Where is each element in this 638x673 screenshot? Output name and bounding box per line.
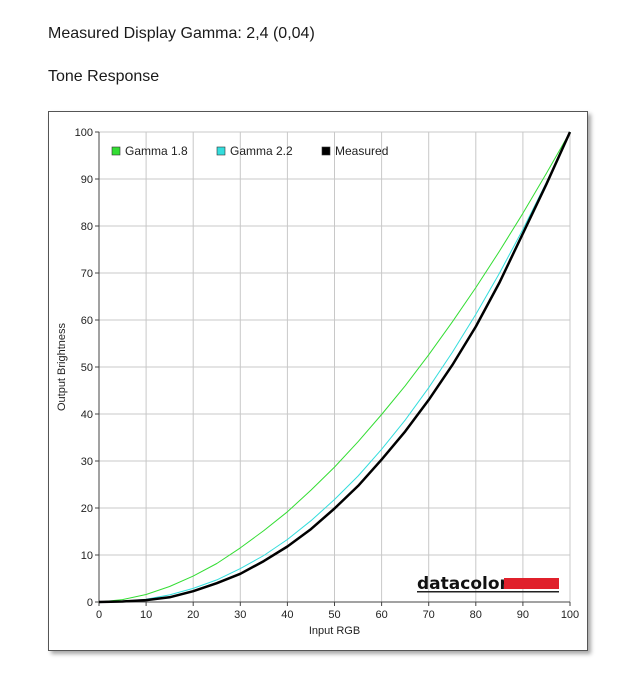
y-tick-label: 50	[81, 362, 93, 374]
tone-response-title: Tone Response	[48, 68, 160, 85]
x-tick-label: 60	[375, 609, 387, 621]
x-tick-label: 20	[187, 609, 199, 621]
datacolor-logo-underline	[417, 591, 559, 593]
datacolor-logo-bar	[504, 578, 559, 589]
legend-swatch	[216, 146, 226, 156]
x-tick-label: 80	[470, 609, 482, 621]
x-tick-label: 100	[561, 609, 579, 621]
measured-gamma-heading: Measured Display Gamma: 2,4 (0,04)	[48, 25, 315, 42]
legend-swatch	[111, 146, 121, 156]
y-axis-label: Output Brightness	[56, 322, 68, 411]
legend-label: Gamma 1.8	[125, 144, 188, 158]
x-tick-label: 30	[234, 609, 246, 621]
y-tick-label: 40	[81, 409, 93, 421]
y-tick-label: 80	[81, 221, 93, 233]
y-tick-label: 100	[75, 127, 93, 139]
x-tick-label: 10	[140, 609, 152, 621]
legend-label: Gamma 2.2	[230, 144, 293, 158]
tone-response-chart: 0 10 20 30 40 50 60 70 80 90 100 0 10 20 30 40 50 60 70 80 9…	[56, 127, 579, 637]
y-tick-label: 30	[81, 456, 93, 468]
legend-swatch	[321, 146, 331, 156]
y-tick-label: 70	[81, 268, 93, 280]
x-tick-label: 40	[281, 609, 293, 621]
series-line-measured	[98, 131, 572, 604]
y-tick-label: 60	[81, 315, 93, 327]
y-tick-label: 10	[81, 550, 93, 562]
datacolor-logo-text: datacolor	[417, 574, 509, 594]
series-line-gamma-2-2	[98, 131, 571, 603]
y-tick-label: 0	[87, 597, 93, 609]
legend-label: Measured	[335, 144, 388, 158]
x-axis-label: Input RGB	[309, 625, 360, 637]
x-tick-label: 90	[517, 609, 529, 621]
chart-frame: 0 10 20 30 40 50 60 70 80 90 100 0 10 20 30 40 50 60 70 80 9…	[48, 111, 588, 651]
series-line-gamma-1-8	[98, 131, 571, 603]
x-tick-label: 70	[423, 609, 435, 621]
y-tick-label: 20	[81, 503, 93, 515]
x-tick-label: 0	[96, 609, 102, 621]
y-tick-label: 90	[81, 174, 93, 186]
x-tick-label: 50	[328, 609, 340, 621]
